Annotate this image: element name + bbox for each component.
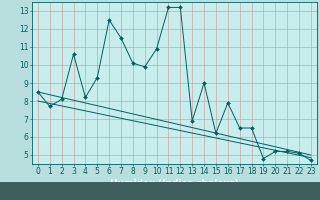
X-axis label: Humidex (Indice chaleur): Humidex (Indice chaleur) [110, 179, 239, 188]
